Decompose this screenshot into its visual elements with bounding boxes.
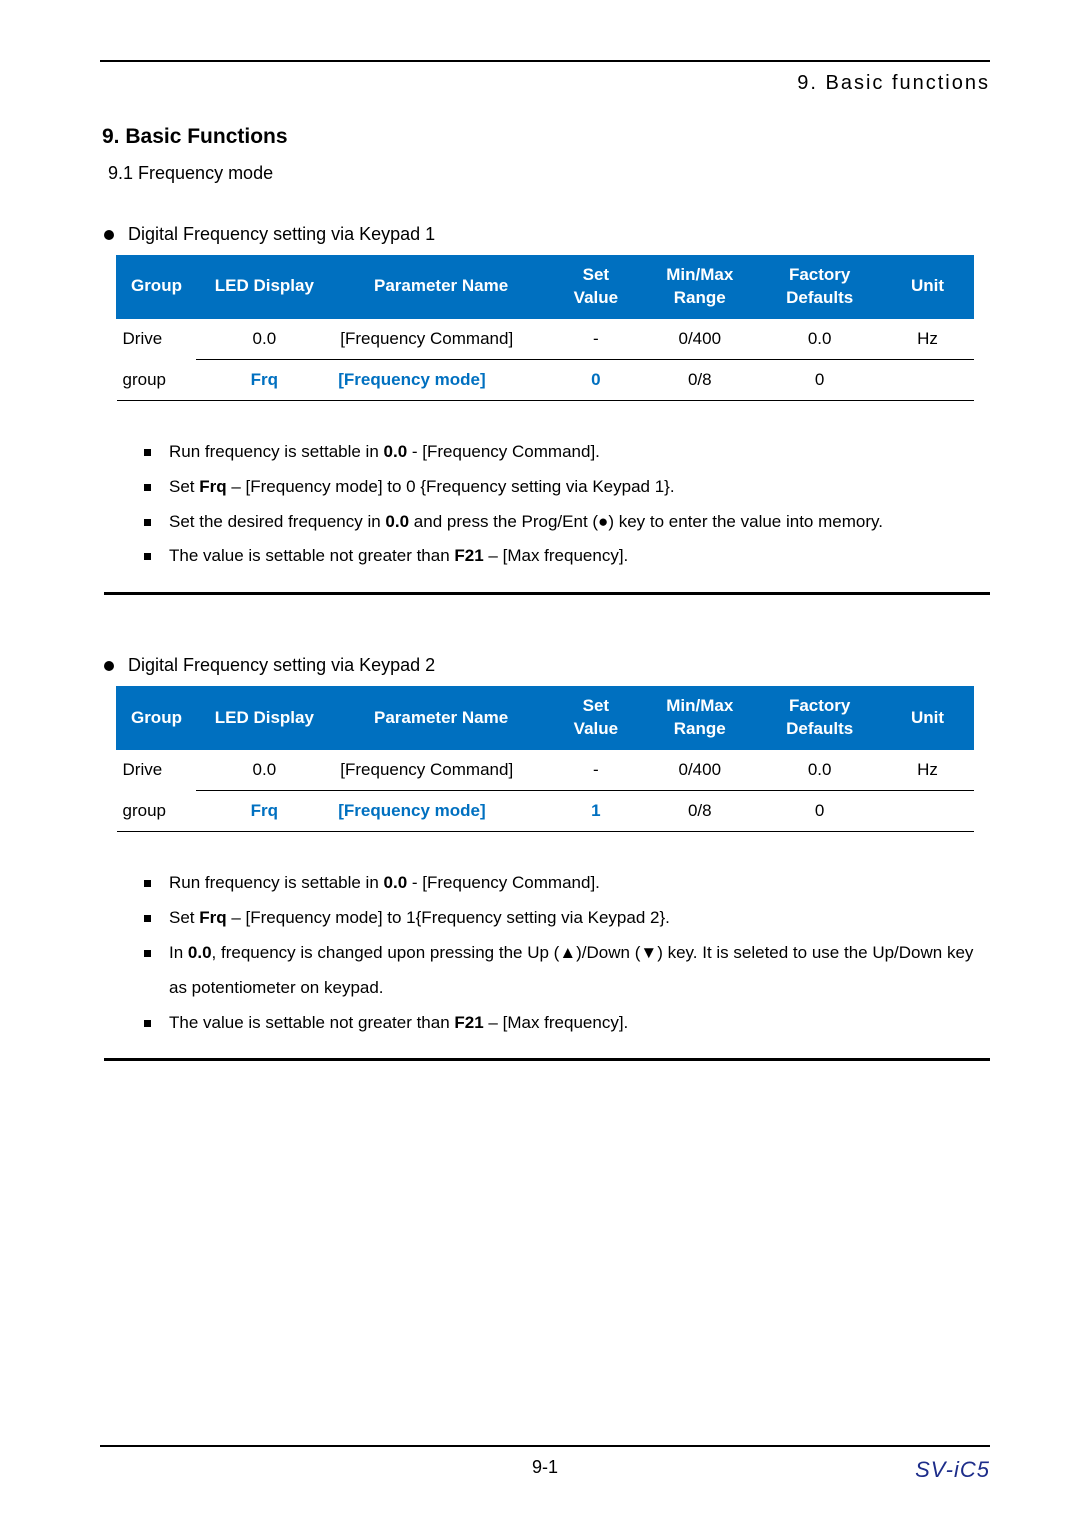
list-item: Set Frq – [Frequency mode] to 0 {Frequen… — [144, 470, 990, 505]
note-text: The value is settable not greater than F… — [169, 1006, 990, 1041]
table-cell: Drive — [117, 750, 197, 791]
table-cell: 0/400 — [642, 750, 758, 791]
col-unit: Unit — [882, 687, 974, 750]
bullet-icon — [104, 661, 114, 671]
table-cell: 0 — [550, 359, 642, 400]
table-cell: 0.0 — [758, 750, 882, 791]
note-text: Set the desired frequency in 0.0 and pre… — [169, 505, 990, 540]
table-cell: Hz — [882, 750, 974, 791]
table-cell: 0.0 — [196, 750, 332, 791]
bullet-block-1: Digital Frequency setting via Keypad 1 — [104, 224, 990, 245]
square-bullet-icon — [144, 915, 151, 922]
footer-page-number: 9-1 — [532, 1457, 558, 1478]
table-cell: 0/400 — [642, 318, 758, 359]
col-range: Min/MaxRange — [642, 687, 758, 750]
bullet-text: Digital Frequency setting via Keypad 2 — [128, 655, 435, 676]
table-cell: 0.0 — [196, 318, 332, 359]
divider-1 — [104, 592, 990, 595]
col-led: LED Display — [196, 256, 332, 319]
note-text: Run frequency is settable in 0.0 - [Freq… — [169, 866, 990, 901]
note-text: Set Frq – [Frequency mode] to 0 {Frequen… — [169, 470, 990, 505]
notes-block-1: Run frequency is settable in 0.0 - [Freq… — [144, 435, 990, 574]
section-title: 9. Basic Functions — [102, 125, 990, 149]
table-cell: [Frequency mode] — [332, 791, 550, 832]
bullet-icon — [104, 230, 114, 240]
note-text: The value is settable not greater than F… — [169, 539, 990, 574]
square-bullet-icon — [144, 449, 151, 456]
note-text: Run frequency is settable in 0.0 - [Freq… — [169, 435, 990, 470]
footer-rule — [100, 1445, 990, 1447]
col-factory: FactoryDefaults — [758, 256, 882, 319]
square-bullet-icon — [144, 553, 151, 560]
note-text: In 0.0, frequency is changed upon pressi… — [169, 936, 990, 1006]
square-bullet-icon — [144, 950, 151, 957]
table-row: groupFrq[Frequency mode]10/80 — [117, 791, 974, 832]
square-bullet-icon — [144, 880, 151, 887]
list-item: Set the desired frequency in 0.0 and pre… — [144, 505, 990, 540]
divider-2 — [104, 1058, 990, 1061]
notes-block-2: Run frequency is settable in 0.0 - [Freq… — [144, 866, 990, 1040]
col-param: Parameter Name — [332, 687, 550, 750]
table-cell: - — [550, 318, 642, 359]
bullet-block-2: Digital Frequency setting via Keypad 2 — [104, 655, 990, 676]
header-chapter: 9. Basic functions — [100, 72, 990, 95]
table-cell — [882, 359, 974, 400]
table-row: Drive0.0[Frequency Command]-0/4000.0Hz — [117, 750, 974, 791]
table-cell: [Frequency Command] — [332, 318, 550, 359]
table-cell: 0/8 — [642, 791, 758, 832]
bullet-text: Digital Frequency setting via Keypad 1 — [128, 224, 435, 245]
list-item: Run frequency is settable in 0.0 - [Freq… — [144, 435, 990, 470]
param-table-1: Group LED Display Parameter Name SetValu… — [116, 255, 974, 401]
col-led: LED Display — [196, 687, 332, 750]
list-item: The value is settable not greater than F… — [144, 1006, 990, 1041]
table-cell: 0/8 — [642, 359, 758, 400]
table-row: Drive0.0[Frequency Command]-0/4000.0Hz — [117, 318, 974, 359]
list-item: The value is settable not greater than F… — [144, 539, 990, 574]
col-unit: Unit — [882, 256, 974, 319]
table-cell: 0 — [758, 791, 882, 832]
table-cell: 0.0 — [758, 318, 882, 359]
section-sub: 9.1 Frequency mode — [108, 163, 990, 184]
footer: 9-1 SV-iC5 — [100, 1445, 990, 1478]
col-factory: FactoryDefaults — [758, 687, 882, 750]
table-cell: [Frequency mode] — [332, 359, 550, 400]
table-cell — [882, 791, 974, 832]
table-cell: Hz — [882, 318, 974, 359]
table-header: Group LED Display Parameter Name SetValu… — [117, 687, 974, 750]
table-cell: group — [117, 791, 197, 832]
square-bullet-icon — [144, 519, 151, 526]
footer-model: SV-iC5 — [915, 1457, 990, 1483]
note-text: Set Frq – [Frequency mode] to 1{Frequenc… — [169, 901, 990, 936]
table-cell: Frq — [196, 359, 332, 400]
col-param: Parameter Name — [332, 256, 550, 319]
col-range: Min/MaxRange — [642, 256, 758, 319]
table-cell: Frq — [196, 791, 332, 832]
table-row: groupFrq[Frequency mode]00/80 — [117, 359, 974, 400]
table-cell: group — [117, 359, 197, 400]
table-cell: - — [550, 750, 642, 791]
list-item: Run frequency is settable in 0.0 - [Freq… — [144, 866, 990, 901]
col-setv: SetValue — [550, 687, 642, 750]
table-cell: 0 — [758, 359, 882, 400]
table-cell: 1 — [550, 791, 642, 832]
square-bullet-icon — [144, 484, 151, 491]
param-table-2: Group LED Display Parameter Name SetValu… — [116, 686, 974, 832]
square-bullet-icon — [144, 1020, 151, 1027]
table-cell: Drive — [117, 318, 197, 359]
col-group: Group — [117, 687, 197, 750]
table-header: Group LED Display Parameter Name SetValu… — [117, 256, 974, 319]
list-item: In 0.0, frequency is changed upon pressi… — [144, 936, 990, 1006]
col-setv: SetValue — [550, 256, 642, 319]
list-item: Set Frq – [Frequency mode] to 1{Frequenc… — [144, 901, 990, 936]
col-group: Group — [117, 256, 197, 319]
top-rule — [100, 60, 990, 62]
table-cell: [Frequency Command] — [332, 750, 550, 791]
